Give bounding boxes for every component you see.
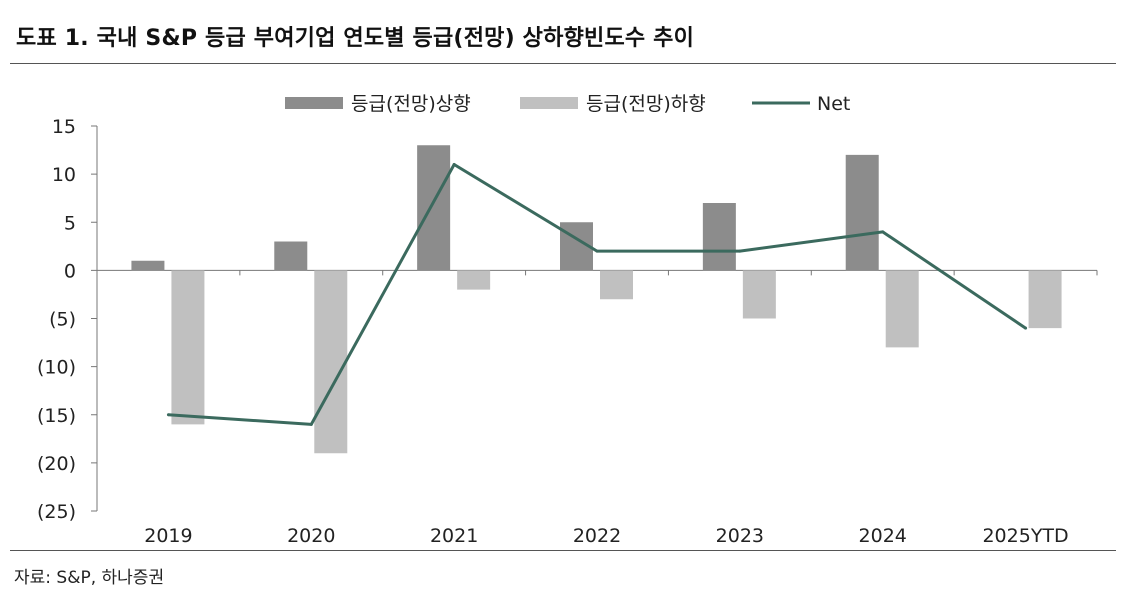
net-point-2024 [881, 230, 885, 234]
x-tick-label: 2019 [144, 525, 192, 547]
bar-upgrade-2021 [417, 145, 451, 271]
bar-downgrade-2022 [600, 270, 633, 300]
y-tick-label: 10 [52, 164, 76, 186]
bar-upgrade-2020 [274, 241, 308, 271]
legend-label-downgrade: 등급(전망)하향 [586, 93, 706, 115]
bar-downgrade-2019 [171, 270, 205, 425]
net-point-2023 [738, 249, 742, 253]
y-tick-label: (5) [49, 309, 76, 331]
y-tick-label: (20) [37, 453, 76, 475]
bar-upgrade-2019 [131, 260, 165, 271]
source-note: 자료: S&P, 하나증권 [14, 568, 165, 588]
net-point-2022 [595, 249, 599, 253]
y-tick-label: 15 [52, 116, 76, 138]
y-tick-label: (10) [37, 357, 76, 379]
bar-downgrade-2025YTD [1028, 270, 1062, 329]
x-tick-label: 2025YTD [982, 525, 1068, 547]
legend-swatch-downgrade [520, 97, 578, 109]
chart-title: 도표 1. 국내 S&P 등급 부여기업 연도별 등급(전망) 상하향빈도수 추… [16, 26, 695, 51]
net-point-2025YTD [1024, 326, 1028, 330]
net-point-2019 [166, 413, 170, 417]
bar-downgrade-2021 [457, 270, 491, 290]
net-point-2020 [309, 422, 313, 426]
legend-label-net: Net [817, 93, 850, 115]
bar-upgrade-2023 [702, 203, 736, 271]
y-tick-label: 5 [64, 212, 76, 234]
legend-swatch-upgrade [285, 97, 343, 109]
legend-label-upgrade: 등급(전망)상향 [351, 93, 471, 115]
bar-upgrade-2024 [845, 154, 879, 271]
bottom-divider [10, 550, 1116, 551]
y-tick-label: 0 [64, 260, 76, 282]
x-tick-label: 2020 [287, 525, 335, 547]
bar-downgrade-2023 [742, 270, 776, 319]
x-tick-label: 2022 [573, 525, 621, 547]
bar-downgrade-2020 [314, 270, 348, 454]
y-tick-label: (15) [37, 405, 76, 427]
x-tick-label: 2023 [716, 525, 764, 547]
net-point-2021 [452, 163, 456, 166]
bar-downgrade-2024 [885, 270, 919, 348]
x-tick-label: 2024 [859, 525, 907, 547]
top-divider [10, 63, 1116, 64]
x-tick-label: 2021 [430, 525, 478, 547]
y-tick-label: (25) [37, 501, 76, 523]
